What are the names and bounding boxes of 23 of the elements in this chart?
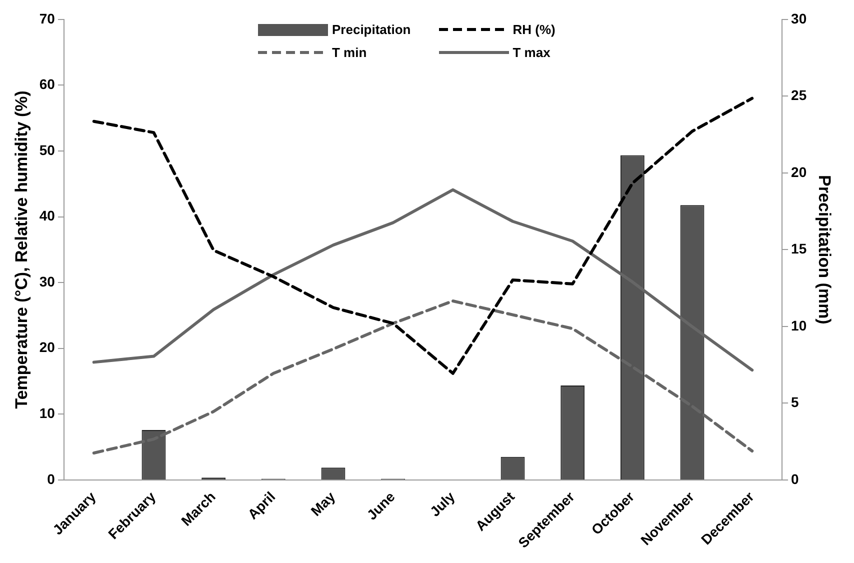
y-tick-label: 70 xyxy=(39,10,56,26)
y2-tick-label: 5 xyxy=(791,394,800,410)
line-series xyxy=(92,96,754,375)
y2-axis-title: Precipitation (mm) xyxy=(815,175,834,324)
y2-tick-label: 10 xyxy=(791,317,807,334)
legend-label: RH (%) xyxy=(512,22,556,37)
y-tick-label: 40 xyxy=(39,208,56,224)
line-series xyxy=(92,299,754,454)
y2-tick-label: 30 xyxy=(791,10,807,26)
y2-tick-label: 20 xyxy=(791,164,807,180)
y2-tick-label: 25 xyxy=(791,87,807,104)
y2-tick-label: 0 xyxy=(791,470,800,487)
y2-tick-label: 15 xyxy=(791,240,807,257)
y-tick-label: 20 xyxy=(39,339,56,356)
legend-label: T max xyxy=(512,45,550,60)
y-tick-label: 60 xyxy=(39,76,56,92)
legend-label: T min xyxy=(332,45,367,60)
y-tick-label: 10 xyxy=(39,405,56,422)
legend-label: Precipitation xyxy=(332,22,411,37)
y-tick-label: 30 xyxy=(39,273,56,290)
y-axis-title: Temperature (°C), Relative humidity (%) xyxy=(12,90,31,409)
y-tick-label: 0 xyxy=(47,470,56,487)
y-tick-label: 50 xyxy=(39,142,56,158)
